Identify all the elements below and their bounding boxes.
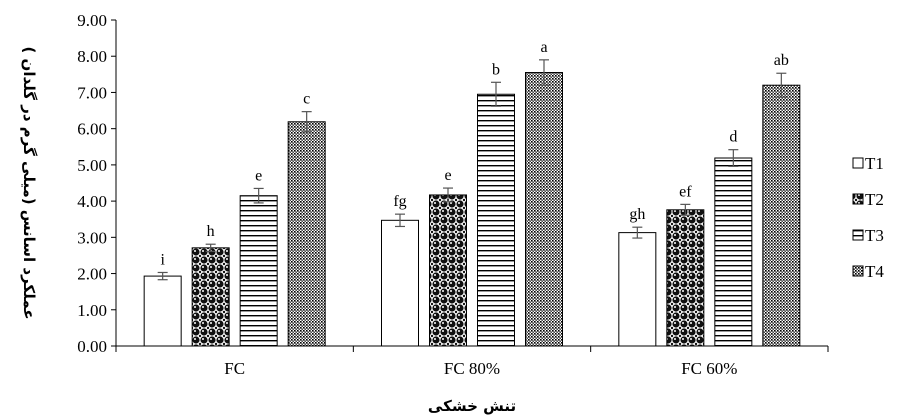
bar-t2 bbox=[666, 209, 705, 347]
legend-label: T1 bbox=[865, 154, 884, 173]
bar-t4 bbox=[762, 84, 801, 347]
significance-letter: fg bbox=[393, 193, 406, 210]
y-tick-label: 3.00 bbox=[77, 228, 107, 247]
significance-letter: gh bbox=[629, 206, 645, 223]
significance-letter: b bbox=[492, 61, 500, 78]
significance-letter: h bbox=[207, 223, 215, 240]
significance-letter: a bbox=[540, 39, 547, 56]
y-tick-label: 6.00 bbox=[77, 120, 107, 139]
y-tick-label: 5.00 bbox=[77, 156, 107, 175]
y-tick-label: 2.00 bbox=[77, 265, 107, 284]
legend-swatch-t2 bbox=[852, 193, 864, 205]
error-bars bbox=[157, 59, 787, 281]
bar-t3 bbox=[477, 93, 515, 347]
bar-t3 bbox=[714, 157, 753, 347]
y-ticks: 0.00 1.00 2.00 3.00 4.00 5.00 6.00 7.00 8.00 9.00 bbox=[77, 11, 116, 356]
significance-letter: ef bbox=[679, 183, 692, 200]
legend: T1 T2 T3 T4 bbox=[852, 154, 884, 281]
bar-t4 bbox=[525, 72, 563, 347]
legend-swatch-t4 bbox=[852, 265, 864, 277]
legend-swatch-t3 bbox=[852, 229, 864, 241]
bar-t2 bbox=[191, 247, 230, 347]
bar-t1 bbox=[618, 232, 657, 347]
y-tick-label: 8.00 bbox=[77, 47, 107, 66]
legend-label: T4 bbox=[865, 262, 884, 281]
significance-letters: i h e c fg e b a gh ef d ab bbox=[160, 39, 788, 269]
bars bbox=[143, 72, 801, 347]
bar-t1 bbox=[381, 219, 419, 347]
y-tick-label: 9.00 bbox=[77, 11, 107, 30]
x-tick-label: FC 80% bbox=[444, 359, 500, 378]
legend-label: T2 bbox=[865, 190, 884, 209]
x-ticks: FC FC 80% FC 60% bbox=[115, 346, 829, 378]
significance-letter: e bbox=[444, 167, 451, 184]
significance-letter: d bbox=[729, 129, 737, 146]
bar-t3 bbox=[239, 195, 278, 347]
bar-t4 bbox=[287, 121, 326, 347]
y-tick-label: 0.00 bbox=[77, 337, 107, 356]
y-tick-label: 4.00 bbox=[77, 192, 107, 211]
x-axis-title: تنش خشکی bbox=[428, 397, 516, 415]
y-tick-label: 1.00 bbox=[77, 301, 107, 320]
y-tick-label: 7.00 bbox=[77, 83, 107, 102]
significance-letter: e bbox=[255, 167, 262, 184]
legend-swatch-t1 bbox=[852, 157, 864, 169]
significance-letter: ab bbox=[774, 52, 789, 69]
y-axis-title: عملکرد اسانس (میلی گرم در گلدان ) bbox=[20, 46, 38, 319]
significance-letter: i bbox=[160, 251, 165, 268]
x-tick-label: FC bbox=[224, 359, 245, 378]
bar-t2 bbox=[429, 194, 467, 347]
significance-letter: c bbox=[303, 91, 310, 108]
legend-label: T3 bbox=[865, 226, 884, 245]
bar-t1 bbox=[143, 275, 182, 347]
x-tick-label: FC 60% bbox=[681, 359, 737, 378]
